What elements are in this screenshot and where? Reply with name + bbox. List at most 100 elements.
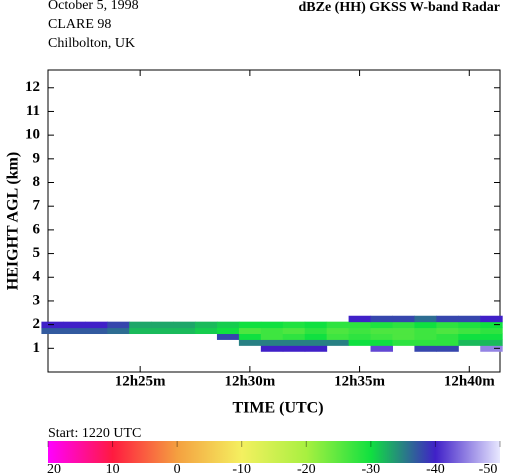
echo-cell	[282, 345, 306, 352]
colorbar-label: 20	[47, 462, 61, 476]
echo-cell	[85, 327, 108, 335]
colorbar-label: -30	[362, 462, 381, 476]
echo-cell	[414, 321, 437, 329]
echo-cell	[458, 333, 481, 340]
echo-cell	[370, 321, 393, 329]
echo-cell	[392, 327, 415, 335]
echo-cell	[282, 327, 306, 335]
colorbar-label: -20	[297, 462, 316, 476]
y-tick-label: 11	[26, 103, 40, 119]
x-tick-label: 12h40m	[444, 373, 495, 389]
echo-cell	[414, 315, 437, 323]
echo-cell	[260, 339, 284, 346]
echo-cell	[436, 321, 459, 329]
colorbar	[48, 441, 500, 463]
echo-cell	[151, 327, 174, 335]
echo-cell	[63, 327, 86, 335]
echo-cell	[436, 339, 459, 346]
y-tick-label: 7	[33, 198, 41, 214]
echo-cell	[173, 321, 196, 329]
x-tick-label: 12h25m	[115, 373, 166, 389]
site: Chilbolton, UK	[48, 36, 135, 51]
echo-cell	[260, 327, 284, 335]
echo-cell	[173, 327, 196, 335]
echo-cell	[63, 321, 86, 329]
echo-cell	[107, 327, 130, 335]
start-note: Start: 1220 UTC	[48, 426, 141, 441]
echo-cell	[480, 315, 503, 323]
echo-cell	[260, 333, 284, 340]
echo-cell	[370, 327, 393, 335]
echo-cell	[151, 321, 174, 329]
echo-cell	[458, 321, 481, 329]
echo-cell	[216, 333, 240, 340]
echo-cell	[304, 345, 328, 352]
echo-cell	[458, 339, 481, 346]
echo-cell	[282, 339, 306, 346]
echo-cell	[348, 339, 372, 346]
echo-cell	[326, 327, 350, 335]
y-tick-label: 9	[33, 150, 41, 166]
echo-cell	[480, 327, 503, 335]
y-tick-label: 1	[33, 340, 41, 356]
echo-cell	[392, 339, 415, 346]
echo-cell	[238, 339, 262, 346]
echo-cell	[436, 327, 459, 335]
echo-cell	[436, 333, 459, 340]
echo-cell	[458, 327, 481, 335]
y-tick-label: 4	[33, 269, 41, 285]
echo-cell	[392, 315, 415, 323]
colorbar-label: 10	[106, 462, 120, 476]
echo-cell	[85, 321, 108, 329]
echo-cell	[370, 333, 393, 340]
echo-cell	[480, 339, 503, 346]
colorbar-label: -10	[232, 462, 251, 476]
y-tick-label: 2	[33, 316, 41, 332]
echo-cell	[41, 327, 64, 335]
echo-cell	[107, 321, 130, 329]
echo-cell	[392, 333, 415, 340]
echo-cell	[348, 315, 372, 323]
echo-cell	[304, 339, 328, 346]
echo-cell	[480, 321, 503, 329]
echo-cell	[348, 321, 372, 329]
echo-cell	[326, 339, 350, 346]
y-tick-label: 6	[33, 221, 41, 237]
echo-cell	[326, 321, 350, 329]
y-tick-label: 8	[33, 174, 41, 190]
y-tick-label: 12	[25, 79, 40, 95]
echo-cell	[370, 315, 393, 323]
echo-cell	[304, 321, 328, 329]
y-axis-label: HEIGHT AGL (km)	[5, 152, 22, 290]
echo-cell	[348, 327, 372, 335]
echo-cell	[458, 315, 481, 323]
date: October 5, 1998	[48, 0, 139, 13]
echo-cell	[392, 321, 415, 329]
y-tick-label: 3	[33, 292, 41, 308]
echo-cell	[260, 345, 284, 352]
echo-cell	[260, 321, 284, 329]
echo-cell	[216, 327, 240, 335]
echo-cell	[216, 321, 240, 329]
echo-cell	[480, 345, 503, 352]
colorbar-label: -40	[426, 462, 445, 476]
echo-cell	[238, 327, 262, 335]
echo-cell	[480, 333, 503, 340]
echo-cell	[129, 321, 152, 329]
echo-cell	[414, 327, 437, 335]
echo-cell	[370, 345, 393, 352]
echo-cell	[436, 345, 459, 352]
echo-cell	[326, 333, 350, 340]
campaign: CLARE 98	[48, 17, 111, 32]
echo-cell	[129, 327, 152, 335]
echo-cell	[282, 321, 306, 329]
y-tick-label: 10	[25, 127, 40, 143]
echo-cell	[304, 327, 328, 335]
colorbar-label: 0	[174, 462, 181, 476]
echo-cell	[195, 327, 218, 335]
echo-cell	[370, 339, 393, 346]
echo-cell	[348, 333, 372, 340]
echo-cell	[414, 333, 437, 340]
chart-title: dBZe (HH) GKSS W-band Radar	[299, 0, 501, 15]
